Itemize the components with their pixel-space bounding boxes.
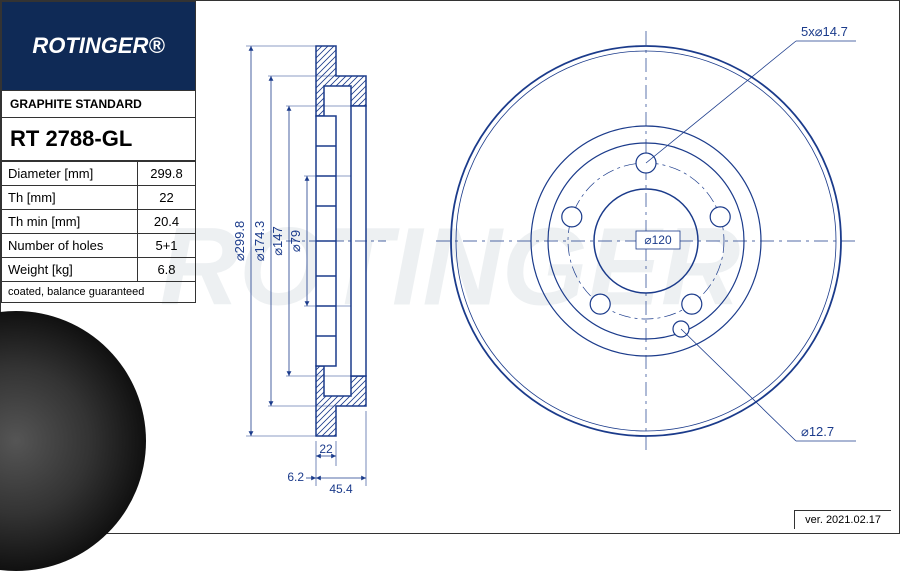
table-row: Weight [kg]6.8 xyxy=(2,258,196,282)
side-view: ⌀299.8 ⌀174.3 ⌀147 ⌀79 22 6.2 45.4 xyxy=(232,46,386,496)
spec-value: 5+1 xyxy=(138,234,196,258)
dim-hub-inner: ⌀147 xyxy=(270,226,285,256)
spec-value: 6.8 xyxy=(138,258,196,282)
part-number: RT 2788-GL xyxy=(1,118,196,161)
brand-logo: ROTINGER® xyxy=(1,1,196,91)
dim-bolt-circle: ⌀120 xyxy=(644,233,672,247)
brand-text: ROTINGER® xyxy=(32,33,164,59)
dim-offset: 45.4 xyxy=(329,482,353,496)
table-row: Th [mm]22 xyxy=(2,186,196,210)
table-row: Diameter [mm]299.8 xyxy=(2,162,196,186)
spec-label: Diameter [mm] xyxy=(2,162,138,186)
spec-value: 22 xyxy=(138,186,196,210)
dim-bore: ⌀79 xyxy=(288,230,303,252)
spec-value: 20.4 xyxy=(138,210,196,234)
dim-thickness: 22 xyxy=(319,442,333,456)
dim-pin: ⌀12.7 xyxy=(801,424,834,439)
spec-label: Weight [kg] xyxy=(2,258,138,282)
dim-outer-dia: ⌀299.8 xyxy=(232,221,247,261)
table-row: Th min [mm]20.4 xyxy=(2,210,196,234)
spec-label: Th [mm] xyxy=(2,186,138,210)
spec-label: Number of holes xyxy=(2,234,138,258)
dim-hub-outer: ⌀174.3 xyxy=(252,221,267,261)
dim-bolt-pattern: 5x⌀14.7 xyxy=(801,24,848,39)
left-panel: ROTINGER® GRAPHITE STANDARD RT 2788-GL D… xyxy=(1,1,196,535)
front-view: ⌀120 5x⌀14.7 ⌀12.7 xyxy=(436,24,856,451)
note: coated, balance guaranteed xyxy=(1,282,196,303)
technical-drawing: ⌀299.8 ⌀174.3 ⌀147 ⌀79 22 6.2 45.4 xyxy=(196,1,900,535)
dim-flange: 6.2 xyxy=(287,470,304,484)
table-row: Number of holes5+1 xyxy=(2,234,196,258)
version-label: ver. 2021.02.17 xyxy=(794,510,891,529)
spec-value: 299.8 xyxy=(138,162,196,186)
series-label: GRAPHITE STANDARD xyxy=(1,91,196,118)
spec-table: Diameter [mm]299.8 Th [mm]22 Th min [mm]… xyxy=(1,161,196,282)
spec-label: Th min [mm] xyxy=(2,210,138,234)
